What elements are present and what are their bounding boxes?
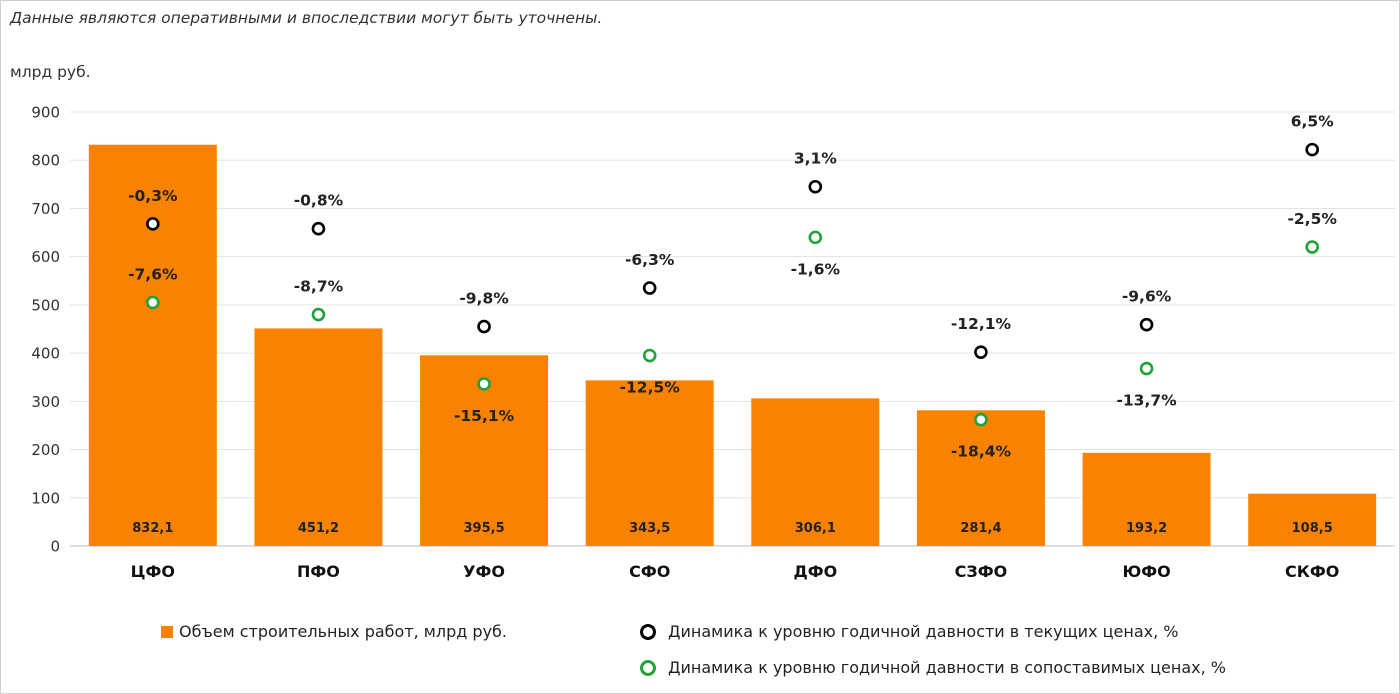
comparable-prices-marker — [477, 377, 491, 391]
x-category-label: СКФО — [1285, 562, 1339, 581]
y-tick-label: 800 — [31, 152, 60, 170]
x-category-label: ПФО — [297, 562, 340, 581]
comparable-prices-marker — [642, 348, 657, 363]
current-prices-label: -9,6% — [1122, 288, 1172, 306]
current-prices-marker — [974, 345, 988, 359]
bar — [1082, 452, 1211, 546]
comparable-prices-label: -8,7% — [294, 278, 344, 296]
comparable-prices-marker — [311, 307, 326, 322]
bar — [254, 328, 383, 546]
y-tick-label: 600 — [31, 248, 60, 266]
bar — [751, 398, 880, 546]
current-prices-label: 6,5% — [1291, 113, 1334, 131]
y-tick-label: 200 — [31, 441, 60, 459]
current-prices-label: -0,3% — [128, 187, 178, 205]
bar-value-label: 343,5 — [629, 521, 670, 536]
current-prices-marker — [642, 281, 657, 295]
current-prices-label: -6,3% — [625, 251, 675, 269]
comparable-prices-label: -1,6% — [791, 260, 841, 278]
y-tick-label: 300 — [31, 393, 60, 411]
comparable-prices-label: -12,5% — [620, 379, 681, 397]
current-prices-marker — [146, 217, 160, 231]
legend-label-volume: Объем строительных работ, млрд руб. — [179, 622, 507, 641]
bar — [88, 144, 217, 546]
legend-swatch-black-circle — [640, 623, 656, 640]
legend-label-comparable-prices: Динамика к уровню годичной давности в со… — [668, 658, 1226, 677]
current-prices-marker — [808, 179, 823, 194]
bar-value-label: 395,5 — [464, 521, 505, 536]
comparable-prices-label: -13,7% — [1116, 392, 1177, 410]
bar-value-label: 451,2 — [298, 521, 339, 536]
legend-swatch-bar — [161, 625, 173, 638]
current-prices-marker — [1139, 317, 1154, 332]
comparable-prices-marker — [974, 412, 988, 427]
x-category-label: ДФО — [793, 562, 837, 581]
x-category-label: ЮФО — [1122, 562, 1170, 581]
x-category-label: УФО — [463, 562, 505, 581]
bar-value-label: 832,1 — [132, 521, 173, 536]
comparable-prices-marker — [1139, 361, 1154, 376]
y-tick-label: 100 — [31, 489, 60, 507]
data-note: Данные являются оперативными и впоследст… — [10, 9, 603, 27]
comparable-prices-label: -15,1% — [454, 407, 515, 425]
bar-value-label: 281,4 — [960, 521, 1001, 536]
current-prices-label: 3,1% — [794, 150, 837, 168]
x-category-label: СФО — [629, 562, 670, 581]
comparable-prices-label: -7,6% — [128, 265, 178, 283]
y-tick-label: 500 — [31, 296, 60, 314]
current-prices-marker — [1305, 142, 1319, 157]
y-tick-label: 400 — [31, 345, 60, 363]
x-category-label: ЦФО — [131, 562, 175, 581]
x-category-label: СЗФО — [955, 562, 1008, 581]
current-prices-marker — [477, 319, 491, 334]
bar-value-label: 306,1 — [795, 521, 836, 536]
legend-swatch-green-circle — [640, 659, 656, 676]
comparable-prices-marker — [146, 295, 160, 310]
comparable-prices-label: -18,4% — [951, 443, 1012, 461]
comparable-prices-label: -2,5% — [1287, 210, 1337, 228]
legend-item-current-prices: Динамика к уровню годичной давности в те… — [640, 622, 1178, 641]
legend-item-volume: Объем строительных работ, млрд руб. — [161, 622, 507, 641]
current-prices-label: -12,1% — [951, 315, 1012, 333]
current-prices-label: -9,8% — [459, 290, 509, 308]
bar-value-label: 193,2 — [1126, 521, 1167, 536]
comparable-prices-marker — [808, 230, 823, 245]
y-tick-label: 0 — [50, 538, 60, 556]
y-tick-label: 900 — [31, 104, 60, 122]
bar-value-label: 108,5 — [1292, 521, 1333, 536]
bar — [916, 410, 1045, 546]
y-tick-label: 700 — [31, 200, 60, 218]
bar — [585, 380, 714, 546]
comparable-prices-marker — [1305, 240, 1319, 254]
current-prices-marker — [311, 221, 326, 236]
legend-item-comparable-prices: Динамика к уровню годичной давности в со… — [640, 658, 1226, 677]
legend-label-current-prices: Динамика к уровню годичной давности в те… — [668, 622, 1179, 641]
unit-label: млрд руб. — [10, 63, 91, 81]
current-prices-label: -0,8% — [294, 192, 344, 210]
bar — [1248, 493, 1377, 546]
